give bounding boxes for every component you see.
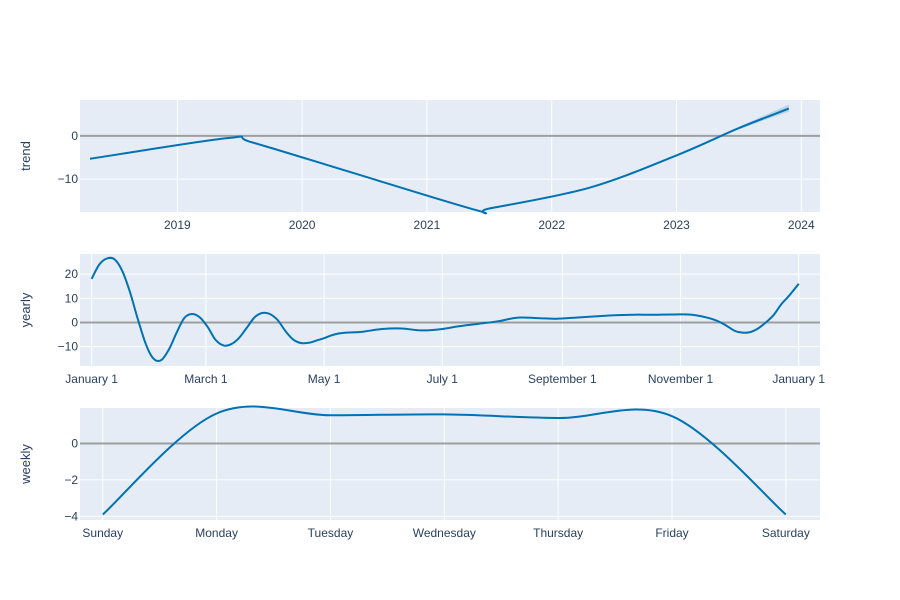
y-tick-label: −2 — [64, 473, 78, 487]
x-tick-label: Thursday — [533, 526, 583, 540]
x-tick-label: Saturday — [762, 526, 810, 540]
x-tick-label: 2020 — [289, 218, 316, 232]
series-line — [89, 107, 790, 215]
y-tick-label: −10 — [58, 340, 79, 354]
y-axis-label: trend — [18, 141, 33, 171]
x-tick-label: Monday — [195, 526, 238, 540]
x-tick-label: September 1 — [528, 372, 597, 386]
x-tick-label: Tuesday — [308, 526, 354, 540]
x-tick-label: 2021 — [414, 218, 441, 232]
y-tick-label: 20 — [65, 267, 79, 281]
x-tick-label: 2024 — [788, 218, 815, 232]
y-tick-label: −4 — [64, 509, 78, 523]
x-tick-label: 2023 — [663, 218, 690, 232]
x-tick-label: Friday — [655, 526, 688, 540]
x-tick-label: 2019 — [164, 218, 191, 232]
series-line — [102, 405, 787, 516]
plot-background — [80, 100, 820, 212]
x-tick-label: January 1 — [65, 372, 118, 386]
trend-panel: 2019 2020 2021 2022 2023 2024 0 −10 trend — [18, 100, 820, 232]
y-tick-label: 0 — [71, 437, 78, 451]
y-tick-label: −10 — [58, 172, 79, 186]
x-tick-label: Sunday — [82, 526, 123, 540]
y-tick-label: 0 — [71, 315, 78, 329]
y-tick-label: 0 — [71, 129, 78, 143]
weekly-panel: Sunday Monday Tuesday Wednesday Thursday Frid… — [18, 405, 820, 540]
y-axis-label: weekly — [18, 444, 33, 485]
x-tick-label: November 1 — [648, 372, 714, 386]
y-axis-label: yearly — [18, 292, 33, 327]
x-tick-label: May 1 — [308, 372, 341, 386]
x-tick-label: Wednesday — [413, 526, 476, 540]
x-tick-label: January 1 — [772, 372, 825, 386]
series-line — [90, 256, 800, 363]
plot-background — [80, 254, 820, 366]
y-tick-label: 10 — [65, 291, 79, 305]
x-tick-label: July 1 — [427, 372, 459, 386]
yearly-panel: January 1 March 1 May 1 July 1 September 1 No… — [18, 254, 825, 386]
x-tick-label: 2022 — [538, 218, 565, 232]
x-tick-label: March 1 — [184, 372, 228, 386]
plot-background — [80, 408, 820, 520]
